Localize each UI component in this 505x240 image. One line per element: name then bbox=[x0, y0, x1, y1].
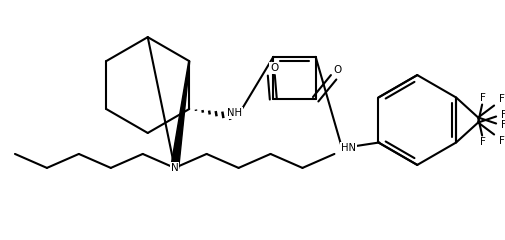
Text: N: N bbox=[171, 163, 178, 173]
Text: F: F bbox=[479, 138, 485, 147]
Text: O: O bbox=[270, 63, 278, 73]
Text: O: O bbox=[333, 65, 341, 75]
Text: F: F bbox=[498, 94, 504, 103]
Text: F: F bbox=[500, 109, 505, 120]
Text: HN: HN bbox=[340, 143, 355, 153]
Polygon shape bbox=[170, 61, 189, 168]
Text: F: F bbox=[500, 120, 505, 131]
Text: F: F bbox=[498, 137, 504, 146]
Text: F: F bbox=[479, 93, 485, 102]
Text: NH: NH bbox=[227, 108, 241, 118]
